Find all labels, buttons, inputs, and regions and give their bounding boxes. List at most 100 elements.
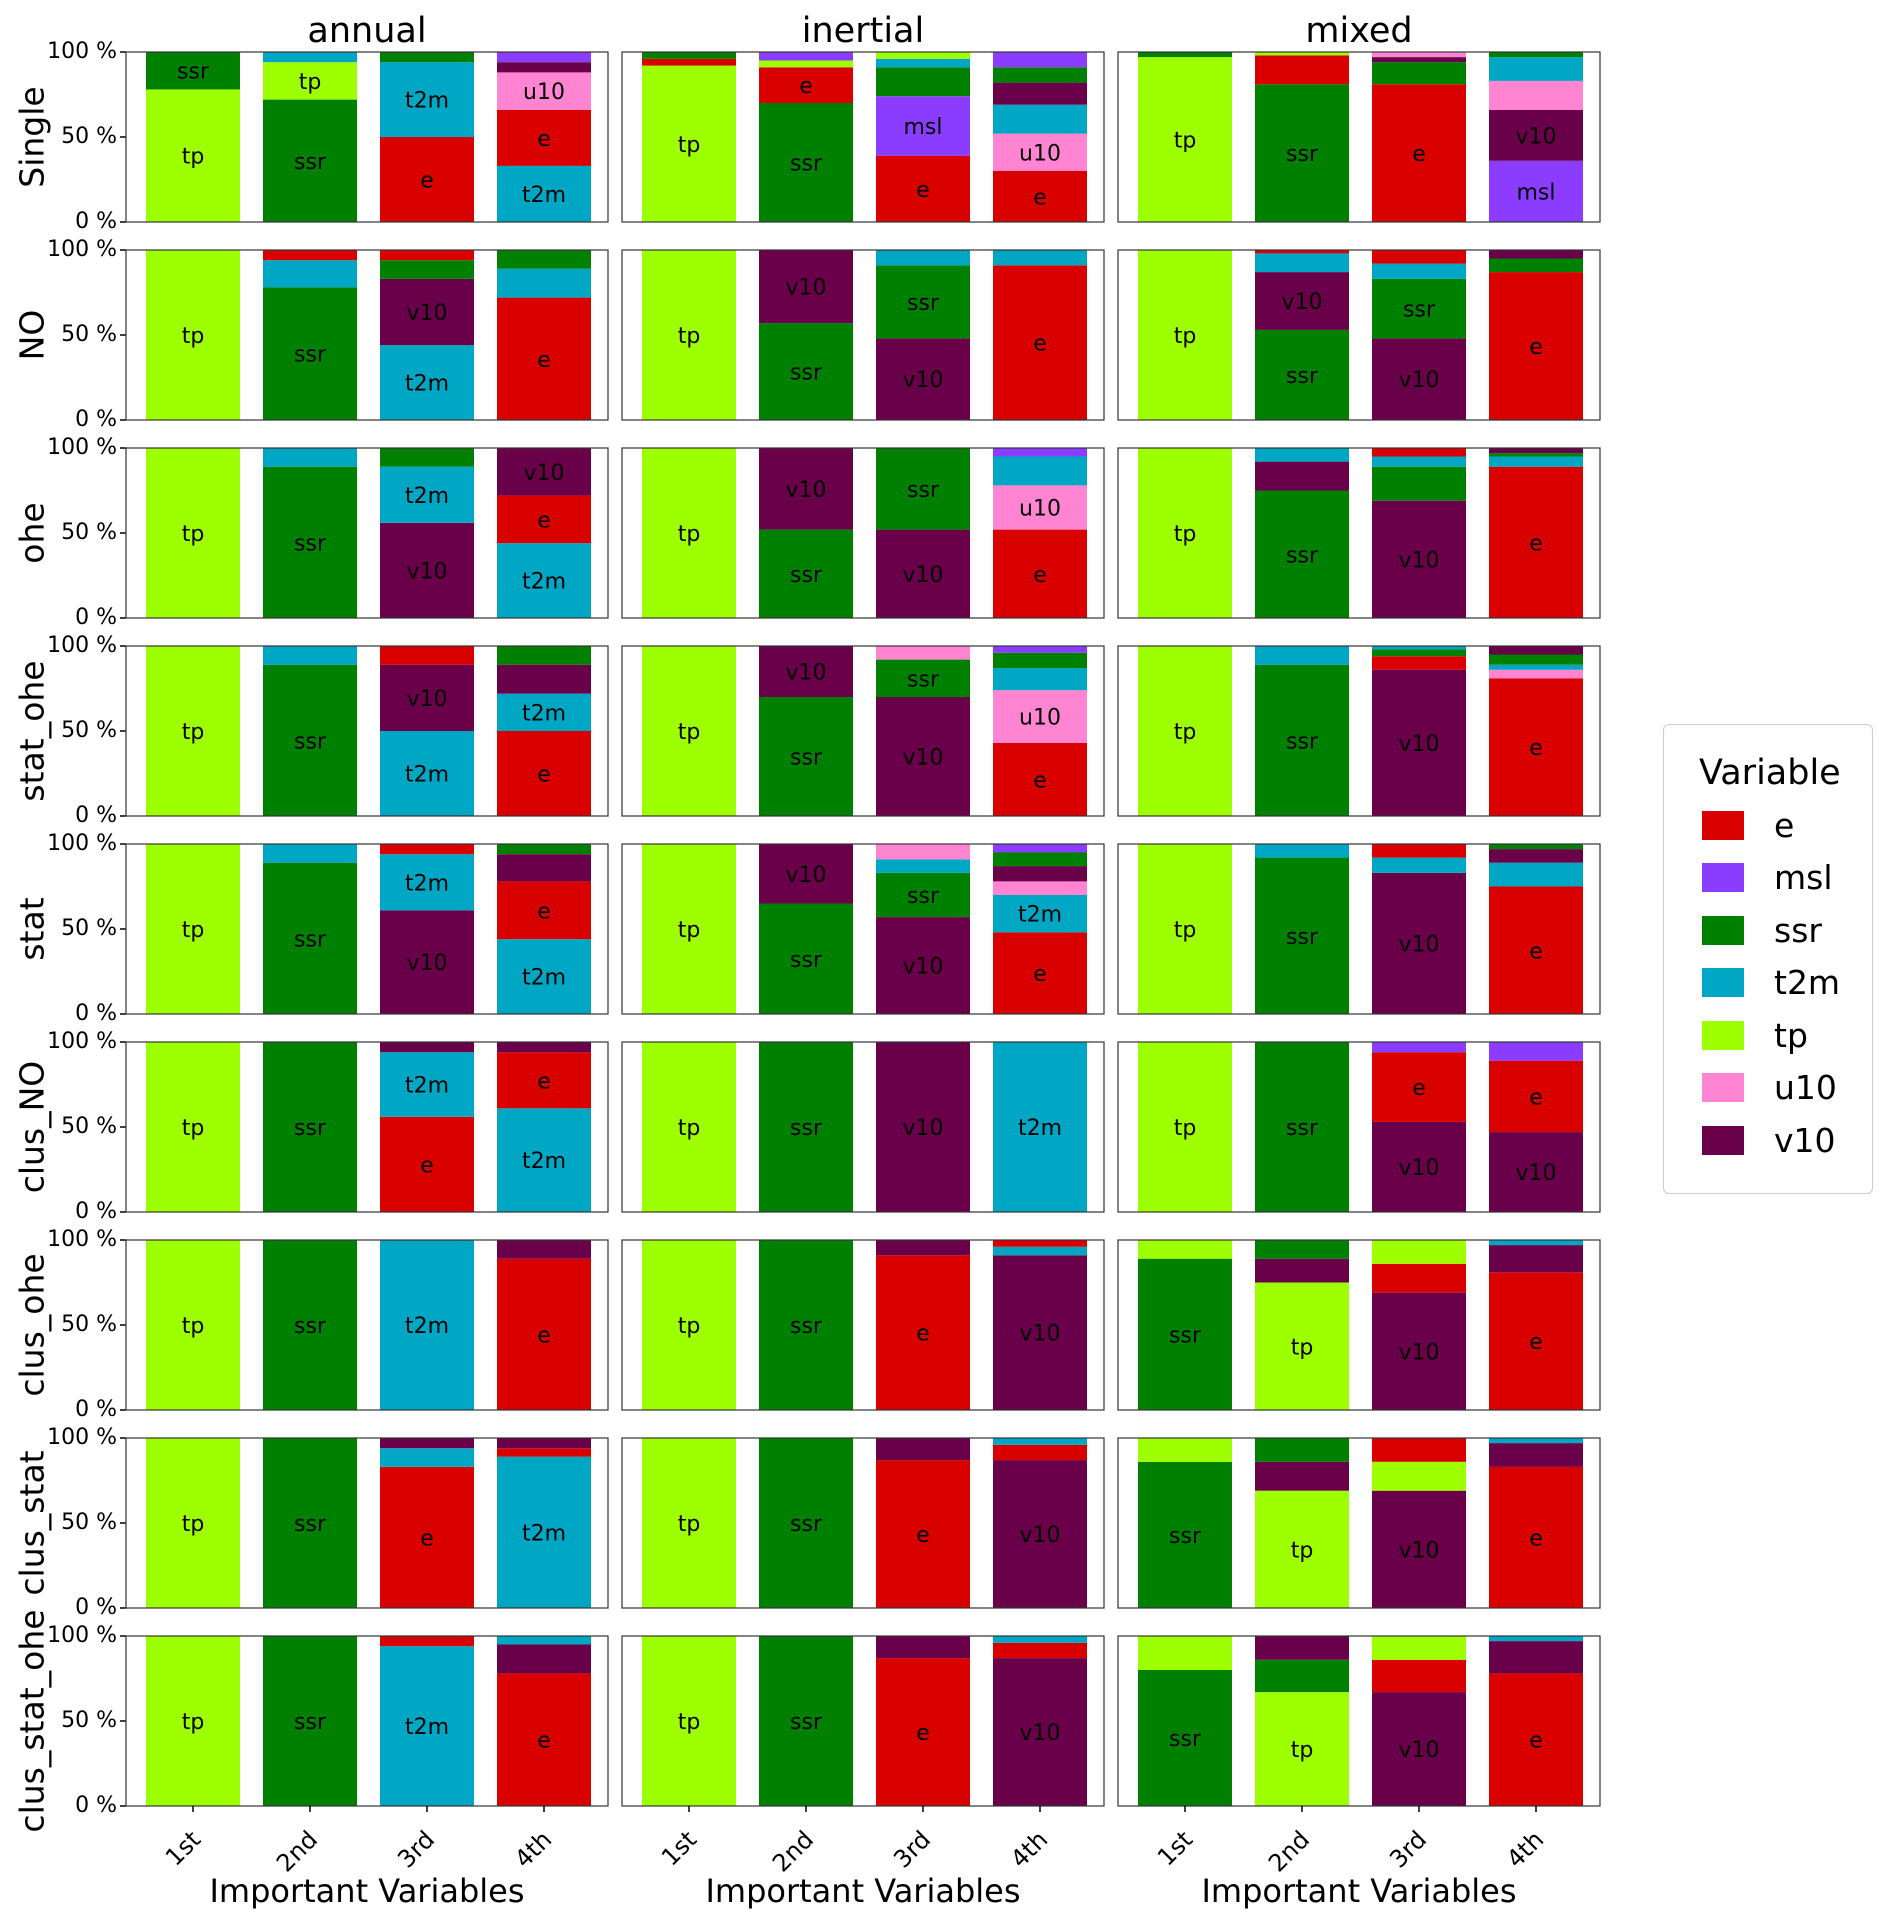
panel-frame xyxy=(1117,645,1601,817)
bar-segment-tp xyxy=(1138,1240,1232,1259)
bar-segment-ssr xyxy=(1489,844,1583,850)
bar-label-ssr: ssr xyxy=(790,1314,823,1339)
bar-segment-t2m xyxy=(1255,646,1349,665)
bar-segment-v10 xyxy=(497,1644,591,1674)
bar-label-ssr: ssr xyxy=(790,1710,823,1735)
bar-segment-ssr xyxy=(263,1636,357,1806)
bar-label-ssr: ssr xyxy=(907,667,940,692)
bar-label-v10: v10 xyxy=(902,563,943,588)
bar-segment-v10 xyxy=(1255,1258,1349,1283)
bar-segment-e xyxy=(1372,1659,1466,1693)
panel-frame xyxy=(621,843,1105,1015)
bar-segment-v10 xyxy=(1372,500,1466,618)
bar-segment-ssr xyxy=(759,103,853,222)
bar-segment-e xyxy=(497,297,591,420)
panel-frame xyxy=(621,1239,1105,1411)
bar-segment-ssr xyxy=(263,287,357,420)
bar-label-t2m: t2m xyxy=(405,1074,449,1099)
bar-segment-ssr xyxy=(497,250,591,269)
bar-segment-e xyxy=(1372,448,1466,457)
bar-segment-ssr xyxy=(263,664,357,816)
bar-segment-u10 xyxy=(876,646,970,660)
bar-segment-ssr xyxy=(993,652,1087,669)
bar-label-tp: tp xyxy=(678,1116,701,1141)
bar-label-e: e xyxy=(537,763,551,788)
bar-segment-tp xyxy=(759,60,853,68)
bar-label-tp: tp xyxy=(678,324,701,349)
bar-segment-e xyxy=(1489,1466,1583,1608)
x-tick-label-4th: 4th xyxy=(509,1825,557,1873)
bar-label-v10: v10 xyxy=(1398,732,1439,757)
row-label-clus_NO: clus_NO xyxy=(13,1061,52,1194)
bar-segment-t2m xyxy=(380,345,474,420)
y-tick-label: 0 % xyxy=(75,1595,117,1620)
row-label-clus_stat: clus_stat xyxy=(13,1450,52,1595)
bar-segment-t2m xyxy=(497,543,591,618)
bar-label-ssr: ssr xyxy=(1286,364,1319,389)
bar-label-e: e xyxy=(1529,1526,1543,1551)
bar-segment-e xyxy=(497,495,591,544)
bar-segment-e xyxy=(1372,1438,1466,1462)
bar-label-tp: tp xyxy=(182,720,205,745)
bar-segment-ssr xyxy=(759,903,853,1014)
legend-item-e: e xyxy=(1702,805,1794,845)
x-tick-label-2nd: 2nd xyxy=(767,1825,819,1877)
bar-segment-ssr xyxy=(1372,649,1466,657)
bar-segment-u10 xyxy=(1489,669,1583,679)
bar-label-ssr: ssr xyxy=(294,343,327,368)
legend-item-t2m: t2m xyxy=(1702,963,1840,1003)
bar-label-v10: v10 xyxy=(785,478,826,503)
bar-segment-e xyxy=(380,1466,474,1608)
legend-title: Variable xyxy=(1699,753,1841,793)
bar-segment-v10 xyxy=(993,82,1087,105)
bar-label-tp: tp xyxy=(1174,720,1197,745)
bar-label-t2m: t2m xyxy=(405,1715,449,1740)
bar-segment-ssr xyxy=(876,448,970,530)
bar-segment-tp xyxy=(146,1438,240,1608)
row-label-stat_ohe: stat_ohe xyxy=(13,660,52,801)
y-tick-label: 0 % xyxy=(75,1793,117,1818)
bar-label-ssr: ssr xyxy=(790,1116,823,1141)
bar-segment-e xyxy=(497,1448,591,1457)
bar-segment-ssr xyxy=(380,52,474,63)
bar-label-v10: v10 xyxy=(406,687,447,712)
bar-label-v10: v10 xyxy=(785,863,826,888)
bar-segment-e xyxy=(263,250,357,261)
bar-segment-t2m xyxy=(1255,448,1349,462)
bar-segment-tp xyxy=(146,1240,240,1410)
bar-segment-v10 xyxy=(1489,1443,1583,1467)
bar-label-ssr: ssr xyxy=(1286,543,1319,568)
bar-segment-ssr xyxy=(876,265,970,339)
bar-segment-u10 xyxy=(993,690,1087,743)
bar-label-t2m: t2m xyxy=(405,1314,449,1339)
bar-label-tp: tp xyxy=(1174,918,1197,943)
bar-label-tp: tp xyxy=(182,522,205,547)
row-label-Single: Single xyxy=(13,86,52,187)
bar-segment-v10 xyxy=(380,522,474,618)
bar-label-msl: msl xyxy=(903,115,942,140)
bar-label-v10: v10 xyxy=(1398,1156,1439,1181)
panel-frame xyxy=(125,645,609,817)
bar-segment-v10 xyxy=(497,854,591,882)
y-tick-label: 0 % xyxy=(75,1001,117,1026)
bar-segment-v10 xyxy=(876,1636,970,1659)
bar-segment-msl xyxy=(993,844,1087,853)
bar-segment-t2m xyxy=(1489,862,1583,887)
bar-label-ssr: ssr xyxy=(294,150,327,175)
bar-segment-t2m xyxy=(993,1042,1087,1212)
panel-frame xyxy=(1117,843,1601,1015)
bar-label-ssr: ssr xyxy=(790,361,823,386)
bar-segment-v10 xyxy=(1255,1461,1349,1491)
panel-frame xyxy=(1117,249,1601,421)
bar-segment-t2m xyxy=(497,1108,591,1212)
bar-label-v10: v10 xyxy=(406,951,447,976)
bar-label-u10: u10 xyxy=(1019,706,1061,731)
bar-label-v10: v10 xyxy=(902,955,943,980)
bar-segment-e xyxy=(497,109,591,166)
bar-label-ssr: ssr xyxy=(1286,142,1319,167)
bar-label-e: e xyxy=(916,178,930,203)
bar-label-e: e xyxy=(420,169,434,194)
bar-segment-tp xyxy=(642,1240,736,1410)
bar-segment-msl xyxy=(497,52,591,63)
bar-label-u10: u10 xyxy=(1019,141,1061,166)
